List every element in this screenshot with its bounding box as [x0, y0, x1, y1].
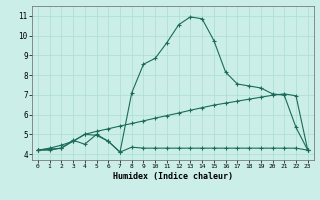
X-axis label: Humidex (Indice chaleur): Humidex (Indice chaleur): [113, 172, 233, 181]
